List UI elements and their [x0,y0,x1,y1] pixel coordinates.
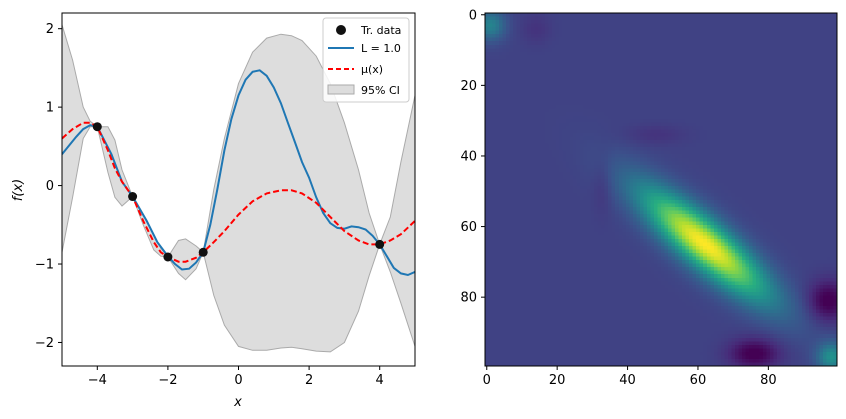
heatmap-x-tick-label: 0 [483,373,491,388]
legend-mean-label: μ(x) [361,63,383,76]
x-tick-label: 0 [234,373,242,388]
x-axis-label: x [233,395,242,410]
x-tick-label: 2 [305,373,313,388]
right-axes-frame [484,12,838,367]
right-x-ticks: 0 20 40 60 80 [483,366,777,388]
train-point [375,239,385,249]
train-point [163,252,173,262]
sample-line [62,69,415,277]
heatmap-image [485,13,837,366]
heatmap-x-tick-label: 80 [760,373,777,388]
legend-ci-patch [327,84,355,95]
legend: Tr. data L = 1.0 μ(x) 95% CI [322,17,410,103]
heatmap-x-tick-label: 40 [619,373,636,388]
legend-train-marker [336,25,346,35]
train-point [198,247,208,257]
y-tick-label: 1 [46,101,54,116]
heatmap-y-tick-label: 60 [460,220,477,235]
train-point [128,192,138,202]
legend-sample-label: L = 1.0 [361,42,401,55]
x-tick-label: −4 [88,373,107,388]
gp-regression-plot: −4 −2 0 2 4 −2 −1 0 1 2 x f(x) Tr. data L = 1.0 … [11,12,416,410]
y-tick-label: 2 [46,22,54,37]
x-tick-label: −2 [158,373,177,388]
legend-train-label: Tr. data [360,24,401,37]
y-axis-label: f(x) [11,179,26,201]
heatmap-y-tick-label: 80 [460,291,477,306]
mean-line [62,121,415,263]
y-tick-label: −2 [35,336,54,351]
train-point [92,122,102,132]
left-x-ticks: −4 −2 0 2 4 [88,366,384,388]
heatmap-y-tick-label: 0 [469,8,477,23]
covariance-heatmap: 0 20 40 60 80 0 20 40 60 80 [460,8,838,388]
legend-ci-label: 95% CI [361,84,400,97]
heatmap-x-tick-label: 60 [690,373,707,388]
x-tick-label: 4 [376,373,384,388]
heatmap-y-tick-label: 40 [460,149,477,164]
right-y-ticks: 0 20 40 60 80 [460,8,485,306]
heatmap-x-tick-label: 20 [549,373,566,388]
train-points [92,122,385,262]
left-y-ticks: −2 −1 0 1 2 [35,22,62,351]
y-tick-label: −1 [35,258,54,273]
legend-frame [322,17,410,103]
heatmap-y-tick-label: 20 [460,79,477,94]
y-tick-label: 0 [46,179,54,194]
